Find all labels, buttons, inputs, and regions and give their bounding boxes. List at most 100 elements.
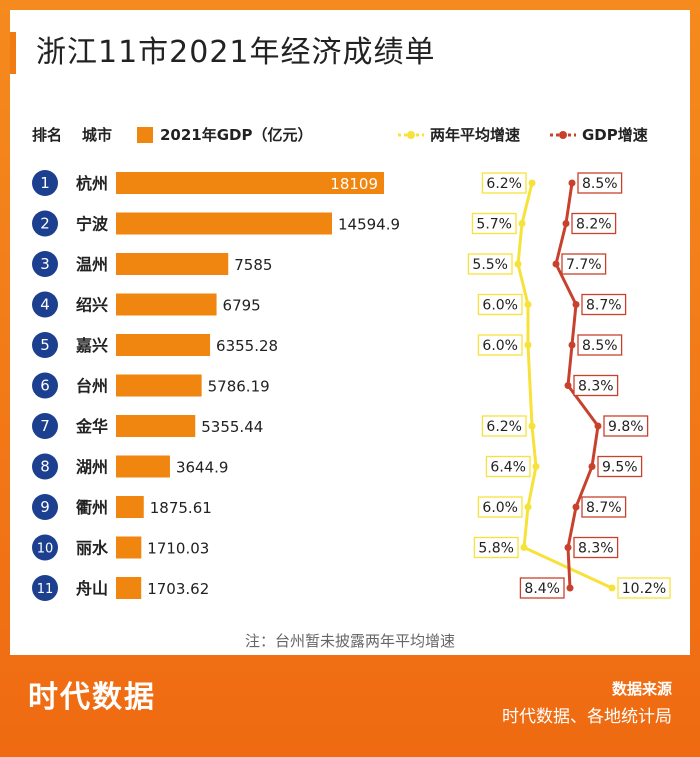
header-rank: 排名 — [32, 126, 62, 144]
rank-badge — [32, 413, 58, 439]
rank-badge — [32, 453, 58, 480]
rank-badge — [32, 332, 58, 358]
two-year-growth-label-box — [617, 577, 671, 599]
city-label: 嘉兴 — [75, 336, 108, 355]
city-label: 温州 — [75, 255, 108, 274]
gdp-growth-label-box — [577, 334, 623, 356]
gdp-growth-label: 9.8% — [608, 419, 644, 435]
gdp-growth-label-box — [577, 172, 623, 194]
brand-logo: 时代数据 — [28, 680, 156, 715]
gdp-growth-label: 8.3% — [578, 379, 614, 395]
gdp-value-label: 7585 — [234, 256, 272, 274]
gdp-growth-label: 8.5% — [582, 338, 618, 354]
two-year-growth-label: 6.0% — [482, 500, 518, 516]
two-year-growth-point — [518, 220, 526, 227]
gdp-growth-label-box — [519, 577, 565, 599]
gdp-growth-point — [588, 463, 596, 470]
gdp-value-label: 1875.61 — [150, 499, 212, 517]
two-year-growth-label-box — [481, 415, 527, 437]
gdp-bar — [116, 536, 142, 559]
legend-growth-dot — [559, 131, 567, 139]
city-label: 湖州 — [76, 458, 108, 477]
city-label: 杭州 — [76, 174, 108, 193]
gdp-growth-label-box — [573, 536, 619, 559]
gdp-value-label: 1710.03 — [147, 540, 209, 558]
two-year-growth-label-box — [471, 212, 517, 235]
rank-number: 7 — [40, 417, 50, 435]
gdp-growth-label-box — [581, 293, 627, 316]
two-year-growth-label: 6.2% — [486, 176, 522, 192]
gdp-bar — [116, 415, 196, 437]
gdp-growth-label: 8.2% — [576, 217, 612, 233]
source-title: 数据来源 — [611, 680, 672, 698]
gdp-value-label: 5355.44 — [201, 418, 263, 436]
source-text: 时代数据、各地统计局 — [502, 707, 672, 727]
gdp-value-label: 6795 — [223, 297, 261, 315]
two-year-growth-label: 6.4% — [490, 460, 526, 476]
two-year-growth-label: 6.0% — [482, 298, 518, 314]
city-label: 台州 — [76, 377, 108, 396]
footnote: 注：台州暂未披露两年平均增速 — [244, 632, 455, 650]
gdp-growth-label: 8.4% — [524, 581, 560, 597]
rank-badge — [32, 372, 58, 399]
rank-number: 9 — [40, 498, 50, 516]
gdp-bar — [116, 374, 202, 397]
rank-badge — [32, 210, 58, 237]
city-label: 丽水 — [76, 539, 109, 558]
gdp-growth-point — [552, 260, 560, 268]
two-year-growth-label: 5.7% — [476, 217, 512, 233]
two-year-growth-label-box — [477, 293, 523, 316]
chart-svg: 排名 城市 2021年GDP（亿元） 两年平均增速 GDP增速 1 杭州 18109 2 宁波 14… — [32, 126, 671, 601]
gdp-bar — [116, 172, 384, 194]
gdp-growth-label: 8.5% — [582, 176, 618, 192]
two-year-growth-label-box — [485, 455, 531, 478]
gdp-value-label: 14594.9 — [338, 216, 400, 234]
two-year-growth-point — [524, 503, 532, 511]
chart-card: 浙江11市2021年经济成绩单 排名 城市 2021年GDP（亿元） 两年平均增速 GD… — [10, 10, 690, 655]
two-year-growth-point — [528, 179, 536, 187]
two-year-growth-label: 6.0% — [482, 338, 518, 354]
two-year-growth-label: 6.2% — [486, 419, 522, 435]
two-year-growth-point — [532, 463, 540, 470]
gdp-growth-point — [568, 179, 576, 187]
rank-badge — [32, 534, 58, 561]
rank-number: 6 — [40, 377, 50, 395]
gdp-growth-label: 8.3% — [578, 541, 614, 557]
two-year-growth-point — [514, 260, 522, 268]
two-year-growth-label-box — [481, 172, 527, 194]
gdp-growth-label-box — [571, 212, 617, 235]
gdp-growth-label: 9.5% — [602, 460, 638, 476]
rank-badge — [32, 291, 58, 318]
gdp-growth-label-box — [561, 253, 607, 275]
two-year-growth-label: 5.5% — [472, 257, 508, 273]
gdp-growth-label-box — [573, 374, 619, 397]
rank-number: 11 — [37, 582, 54, 597]
legend-gdp-swatch — [137, 127, 153, 143]
gdp-growth-label-box — [603, 415, 649, 437]
rank-number: 5 — [40, 336, 50, 354]
rank-badge — [32, 575, 58, 601]
legend-growth-label: GDP增速 — [582, 126, 648, 144]
two-year-growth-label: 5.8% — [478, 541, 514, 557]
gdp-bar — [116, 212, 332, 235]
gdp-growth-label-box — [581, 496, 627, 518]
header-city: 城市 — [82, 126, 112, 144]
gdp-growth-point — [572, 301, 580, 308]
rank-number: 10 — [37, 542, 54, 557]
two-year-growth-label-box — [477, 334, 523, 356]
gdp-value-label: 3644.9 — [176, 459, 229, 477]
gdp-value-label: 6355.28 — [216, 337, 278, 355]
gdp-growth-label: 8.7% — [586, 500, 622, 516]
rank-badge — [32, 251, 58, 277]
gdp-value-label: 5786.19 — [208, 378, 270, 396]
rank-number: 8 — [40, 458, 50, 476]
gdp-growth-point — [568, 341, 576, 349]
gdp-growth-point — [594, 422, 602, 430]
gdp-value-label: 18109 — [330, 175, 378, 193]
gdp-growth-point — [564, 382, 572, 389]
gdp-growth-point — [566, 584, 574, 592]
two-year-growth-label-box — [473, 536, 519, 559]
legend-two-year-label: 两年平均增速 — [430, 126, 520, 144]
two-year-growth-label: 10.2% — [622, 581, 666, 597]
